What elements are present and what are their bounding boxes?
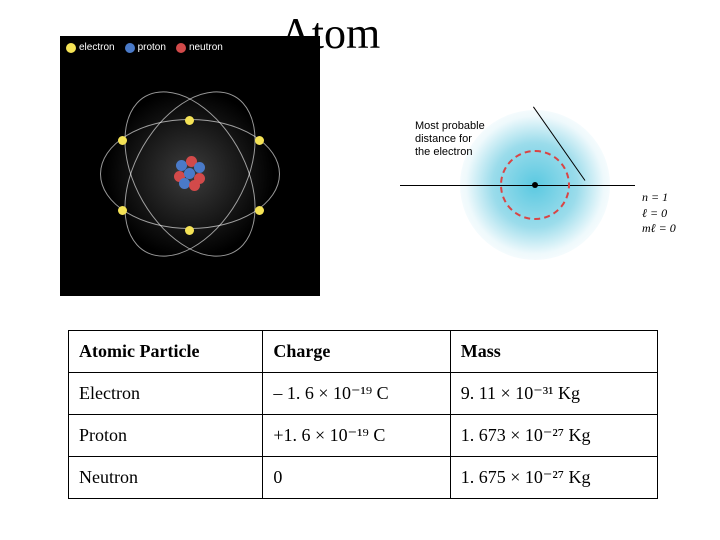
electron-dot bbox=[255, 206, 264, 215]
orbital-label-line: the electron bbox=[415, 146, 472, 158]
proton-icon bbox=[125, 43, 135, 53]
table-row: Proton +1. 6 × 10⁻¹⁹ C 1. 673 × 10⁻²⁷ Kg bbox=[69, 415, 658, 457]
legend-electron: electron bbox=[66, 42, 115, 53]
qnum-l: ℓ = 0 bbox=[642, 206, 676, 222]
electron-dot bbox=[118, 206, 127, 215]
table-row: Neutron 0 1. 675 × 10⁻²⁷ Kg bbox=[69, 457, 658, 499]
particle-table: Atomic Particle Charge Mass Electron – 1… bbox=[68, 330, 658, 499]
particle-mass: 9. 11 × 10⁻³¹ Kg bbox=[450, 373, 657, 415]
electron-dot bbox=[185, 226, 194, 235]
table-header: Charge bbox=[263, 331, 450, 373]
table-header: Atomic Particle bbox=[69, 331, 263, 373]
proton-dot bbox=[194, 162, 205, 173]
electron-dot bbox=[118, 136, 127, 145]
table-header: Mass bbox=[450, 331, 657, 373]
electron-dot bbox=[185, 116, 194, 125]
particle-name: Neutron bbox=[69, 457, 263, 499]
atom-diagram: electron proton neutron bbox=[60, 36, 320, 296]
qnum-ml: mℓ = 0 bbox=[642, 221, 676, 237]
legend: electron proton neutron bbox=[66, 42, 223, 53]
legend-neutron-label: neutron bbox=[189, 42, 223, 53]
table-header-row: Atomic Particle Charge Mass bbox=[69, 331, 658, 373]
legend-neutron: neutron bbox=[176, 42, 223, 53]
particle-name: Electron bbox=[69, 373, 263, 415]
particle-charge: – 1. 6 × 10⁻¹⁹ C bbox=[263, 373, 450, 415]
electron-dot bbox=[255, 136, 264, 145]
orbital-label: Most probable distance for the electron bbox=[415, 120, 485, 160]
orbital-label-line: distance for bbox=[415, 133, 472, 145]
orbital-diagram: Most probable distance for the electron … bbox=[400, 100, 680, 280]
neutron-dot bbox=[189, 180, 200, 191]
orbital-center bbox=[532, 182, 538, 188]
electron-icon bbox=[66, 43, 76, 53]
orbital-label-line: Most probable bbox=[415, 120, 485, 132]
particle-charge: 0 bbox=[263, 457, 450, 499]
nucleus bbox=[172, 156, 208, 192]
particle-mass: 1. 673 × 10⁻²⁷ Kg bbox=[450, 415, 657, 457]
legend-electron-label: electron bbox=[79, 42, 115, 53]
particle-charge: +1. 6 × 10⁻¹⁹ C bbox=[263, 415, 450, 457]
particle-mass: 1. 675 × 10⁻²⁷ Kg bbox=[450, 457, 657, 499]
neutron-icon bbox=[176, 43, 186, 53]
legend-proton-label: proton bbox=[138, 42, 166, 53]
qnum-n: n = 1 bbox=[642, 190, 676, 206]
quantum-numbers: n = 1 ℓ = 0 mℓ = 0 bbox=[642, 190, 676, 237]
table-row: Electron – 1. 6 × 10⁻¹⁹ C 9. 11 × 10⁻³¹ … bbox=[69, 373, 658, 415]
legend-proton: proton bbox=[125, 42, 166, 53]
particle-name: Proton bbox=[69, 415, 263, 457]
